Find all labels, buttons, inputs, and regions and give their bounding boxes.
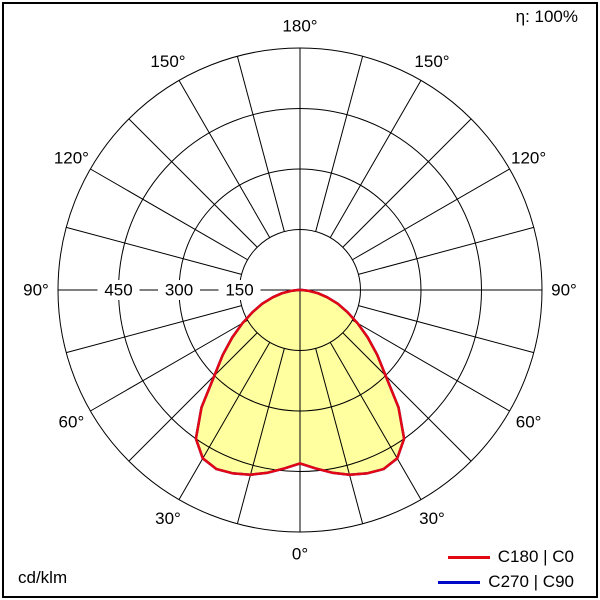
- intensity-curve-c180-c0: [194, 288, 406, 476]
- legend-item: C180 | C0: [447, 547, 574, 567]
- ring-value-label: 300: [165, 281, 193, 300]
- efficiency-label: η: 100%: [515, 7, 578, 26]
- legend-item: C270 | C90: [438, 572, 574, 592]
- angle-label: 30°: [155, 509, 181, 528]
- ring-value-label: 150: [225, 281, 253, 300]
- angle-label: 90°: [551, 281, 577, 300]
- angle-label: 150°: [150, 52, 185, 71]
- legend-label-c270-c90: C270 | C90: [488, 572, 574, 591]
- legend-line-c270-c90: [438, 580, 481, 584]
- angle-label: 120°: [511, 149, 546, 168]
- unit-label: cd/klm: [18, 568, 68, 587]
- legend: C180 | C0 C270 | C90: [438, 547, 574, 592]
- angle-label: 90°: [23, 281, 49, 300]
- angle-label: 180°: [282, 17, 317, 36]
- angle-label: 120°: [54, 149, 89, 168]
- angle-label: 0°: [292, 545, 308, 564]
- angle-label: 30°: [419, 509, 445, 528]
- angle-label: 150°: [414, 52, 449, 71]
- angle-label: 60°: [59, 413, 85, 432]
- legend-line-c180-c0: [447, 555, 490, 559]
- ring-value-label: 450: [104, 281, 132, 300]
- angle-label: 60°: [516, 413, 542, 432]
- legend-label-c180-c0: C180 | C0: [497, 547, 574, 566]
